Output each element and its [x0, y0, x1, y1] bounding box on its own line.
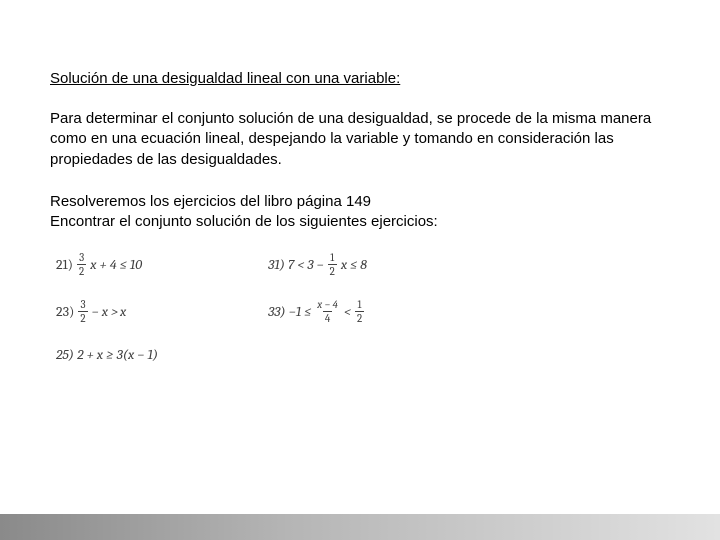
- paragraph-2: Resolveremos los ejercicios del libro pá…: [50, 192, 670, 233]
- exercise-number: 21): [56, 256, 73, 273]
- exercise-tail: x ≤ 8: [341, 256, 367, 273]
- exercise-number: 31) 7 < 3 −: [268, 256, 324, 273]
- fraction-numerator: 3: [78, 299, 87, 311]
- fraction-denominator: 2: [355, 311, 364, 324]
- exercises-block: 21) 3 2 x + 4 ≤ 10 23) 3 2 − x > x 25) 2…: [56, 252, 670, 363]
- exercises-col-left: 21) 3 2 x + 4 ≤ 10 23) 3 2 − x > x 25) 2…: [56, 252, 158, 363]
- fraction-icon: x − 4 4: [315, 299, 340, 324]
- paragraph-1: Para determinar el conjunto solución de …: [50, 109, 670, 170]
- exercise-23: 23) 3 2 − x > x: [56, 299, 158, 324]
- fraction-denominator: 2: [328, 264, 337, 277]
- bottom-bar: [0, 514, 720, 540]
- exercise-31: 31) 7 < 3 − 1 2 x ≤ 8: [268, 252, 367, 277]
- exercise-text: 25) 2 + x ≥ 3(x − 1): [56, 346, 158, 363]
- exercises-col-right: 31) 7 < 3 − 1 2 x ≤ 8 33) −1 ≤ x − 4 4 <…: [268, 252, 367, 363]
- exercise-mid: − x >: [92, 303, 118, 320]
- fraction-icon: 1 2: [328, 252, 337, 277]
- exercise-tail: x: [120, 303, 126, 320]
- fraction-numerator: x − 4: [315, 299, 340, 311]
- fraction-icon: 3 2: [77, 252, 86, 277]
- fraction-icon: 1 2: [355, 299, 364, 324]
- exercise-number: 23): [56, 303, 74, 320]
- exercise-tail: x + 4 ≤ 10: [90, 256, 142, 273]
- exercise-25: 25) 2 + x ≥ 3(x − 1): [56, 346, 158, 363]
- paragraph-2-line-2: Encontrar el conjunto solución de los si…: [50, 213, 438, 230]
- slide-content: Solución de una desigualdad lineal con u…: [0, 0, 720, 363]
- exercise-mid: <: [344, 303, 351, 320]
- exercise-21: 21) 3 2 x + 4 ≤ 10: [56, 252, 158, 277]
- exercise-number: 33) −1 ≤: [268, 303, 311, 320]
- exercise-33: 33) −1 ≤ x − 4 4 < 1 2: [268, 299, 367, 324]
- fraction-denominator: 2: [77, 264, 86, 277]
- heading: Solución de una desigualdad lineal con u…: [50, 70, 670, 87]
- fraction-numerator: 1: [328, 252, 336, 264]
- fraction-icon: 3 2: [78, 299, 87, 324]
- fraction-numerator: 1: [356, 299, 364, 311]
- fraction-numerator: 3: [77, 252, 86, 264]
- fraction-denominator: 2: [78, 311, 87, 324]
- paragraph-2-line-1: Resolveremos los ejercicios del libro pá…: [50, 193, 371, 210]
- fraction-denominator: 4: [323, 311, 332, 324]
